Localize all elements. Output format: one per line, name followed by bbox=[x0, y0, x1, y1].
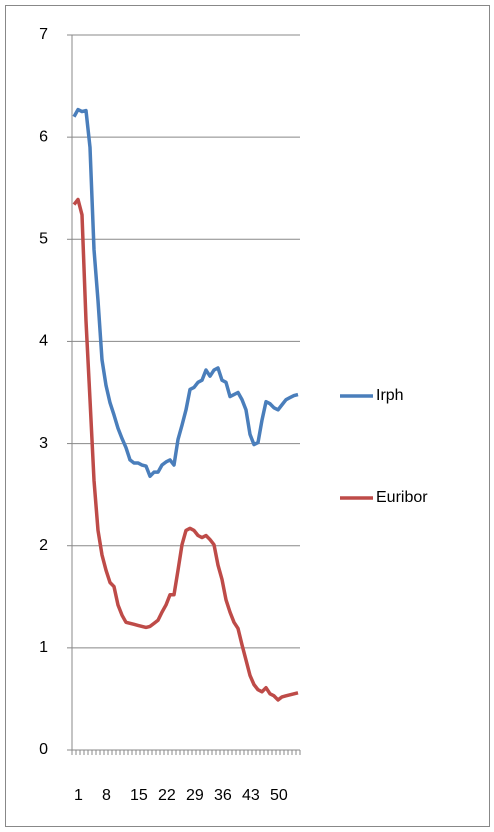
x-tick-label: 1 bbox=[74, 787, 83, 804]
x-tick-label: 29 bbox=[186, 787, 204, 804]
legend-label: Euribor bbox=[376, 489, 428, 506]
legend-label: Irph bbox=[376, 387, 404, 404]
series-line bbox=[72, 107, 299, 479]
series-line bbox=[72, 197, 299, 702]
y-tick-label: 7 bbox=[39, 26, 48, 43]
y-tick-label: 4 bbox=[39, 333, 48, 350]
x-tick-label: 36 bbox=[214, 787, 232, 804]
y-tick-label: 2 bbox=[39, 537, 48, 554]
y-tick-label: 3 bbox=[39, 435, 48, 452]
y-tick-label: 0 bbox=[39, 741, 48, 758]
y-tick-label: 1 bbox=[39, 639, 48, 656]
y-tick-label: 5 bbox=[39, 231, 48, 248]
x-tick-label: 15 bbox=[130, 787, 148, 804]
x-tick-label: 8 bbox=[102, 787, 111, 804]
x-tick-label: 50 bbox=[270, 787, 288, 804]
x-tick-label: 43 bbox=[242, 787, 260, 804]
y-tick-label: 6 bbox=[39, 128, 48, 145]
x-tick-label: 22 bbox=[158, 787, 176, 804]
